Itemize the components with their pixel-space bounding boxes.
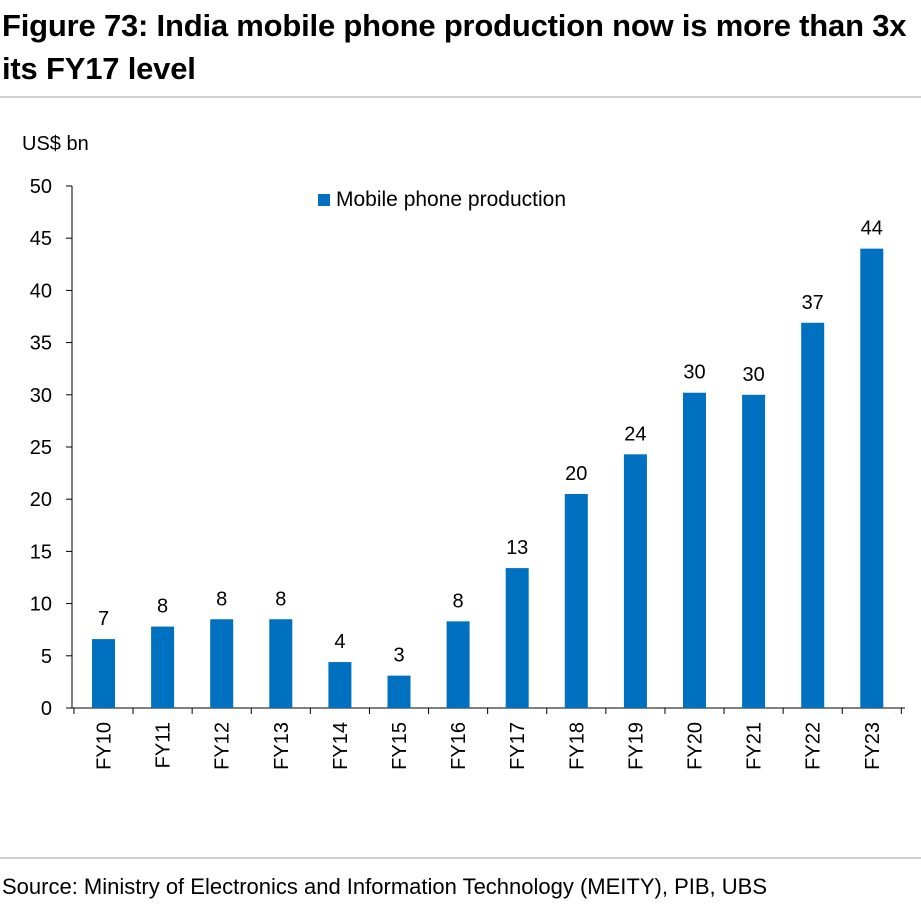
x-tick-label: FY13 <box>271 722 293 770</box>
data-label: 30 <box>683 362 705 384</box>
x-tick-label: FY16 <box>448 722 470 770</box>
bar-fy21 <box>742 394 766 708</box>
x-tick-label: FY19 <box>625 722 647 770</box>
bar-fy22 <box>801 322 825 708</box>
legend-swatch <box>318 194 330 206</box>
data-label: 8 <box>275 588 286 610</box>
bar-fy23 <box>860 248 884 708</box>
x-tick-label: FY15 <box>389 722 411 770</box>
bar-chart: US$ bn 0 5 10 15 20 25 30 35 40 45 50 7 FY10 8 FY11 8 FY1… <box>22 133 905 770</box>
data-label: 8 <box>216 588 227 610</box>
y-tick-label: 20 <box>30 489 52 511</box>
y-tick-label: 0 <box>41 698 52 720</box>
source-note: Source: Ministry of Electronics and Info… <box>2 874 768 899</box>
x-tick-label: FY23 <box>862 722 884 770</box>
x-tick-label: FY11 <box>153 722 175 768</box>
bar-fy18 <box>564 493 588 708</box>
data-label: 44 <box>861 218 883 240</box>
x-tick-label: FY17 <box>507 722 529 770</box>
bar-fy20 <box>683 392 706 708</box>
data-label: 24 <box>624 423 646 445</box>
data-label: 13 <box>506 537 528 559</box>
data-label: 7 <box>98 608 109 630</box>
data-label: 8 <box>453 590 464 612</box>
x-tick-label: FY22 <box>803 722 825 770</box>
y-tick-label: 40 <box>30 280 52 302</box>
x-tick-label: FY18 <box>566 722 588 770</box>
y-tick-label: 35 <box>30 333 52 355</box>
source-divider <box>0 857 921 859</box>
bar-fy12 <box>210 619 234 708</box>
data-label: 20 <box>565 463 587 485</box>
y-tick-label: 45 <box>30 228 52 250</box>
x-tick-label: FY14 <box>330 722 352 770</box>
x-tick-label: FY21 <box>744 722 766 770</box>
bar-fy10 <box>92 639 115 708</box>
data-label: 3 <box>393 645 404 667</box>
bar-fy16 <box>446 621 470 708</box>
bar-fy13 <box>269 619 293 708</box>
x-tick-label: FY20 <box>685 722 707 770</box>
y-tick-label: 10 <box>30 594 52 616</box>
data-label: 4 <box>334 631 345 653</box>
x-tick-label: FY10 <box>94 722 116 770</box>
data-label: 30 <box>742 364 764 386</box>
bar-fy15 <box>387 675 411 708</box>
data-label: 37 <box>802 292 824 314</box>
bar-fy17 <box>505 568 529 708</box>
y-tick-label: 5 <box>41 646 52 668</box>
bar-fy14 <box>328 662 352 708</box>
y-tick-label: 15 <box>30 541 52 563</box>
data-label: 8 <box>157 596 168 618</box>
bar-fy19 <box>623 454 647 708</box>
y-tick-label: 25 <box>30 437 52 459</box>
x-tick-label: FY12 <box>212 722 234 770</box>
chart-title: Figure 73: India mobile phone production… <box>2 8 907 86</box>
y-tick-label: 30 <box>30 385 52 407</box>
legend-label: Mobile phone production <box>336 188 566 211</box>
y-axis-label: US$ bn <box>22 133 89 155</box>
bar-fy11 <box>151 626 175 708</box>
y-tick-label: 50 <box>30 176 52 198</box>
title-divider <box>0 96 921 98</box>
